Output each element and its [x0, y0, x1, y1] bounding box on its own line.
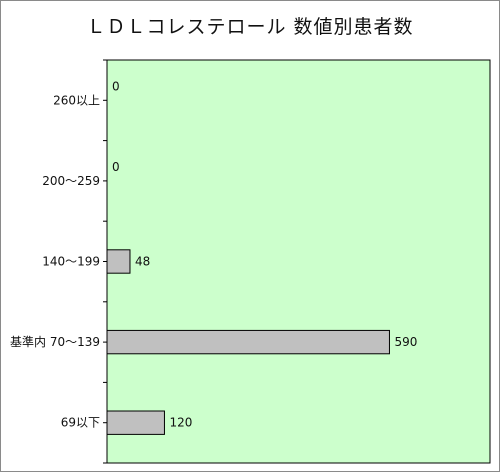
plot-area: [106, 59, 491, 464]
category-labels: 260以上 200～259 140～199 基準内 70～139 69以下: [10, 93, 100, 429]
chart-title: ＬＤＬコレステロール 数値別患者数: [86, 16, 414, 38]
category-label: 140～199: [42, 255, 100, 269]
bars: [106, 249, 390, 435]
value-label: 0: [112, 160, 120, 174]
category-label: 69以下: [61, 416, 100, 430]
value-label: 590: [394, 335, 417, 349]
value-label: 120: [169, 416, 192, 430]
bar: [106, 329, 390, 355]
category-label: 200～259: [42, 174, 100, 188]
bar: [106, 249, 131, 274]
category-label: 基準内 70～139: [10, 334, 100, 349]
category-ticks: [103, 59, 107, 464]
value-label: 48: [135, 255, 150, 269]
category-label: 260以上: [53, 93, 100, 107]
value-labels: 0 0 48 590 120: [112, 79, 417, 429]
value-label: 0: [112, 79, 120, 93]
bar: [106, 410, 165, 435]
